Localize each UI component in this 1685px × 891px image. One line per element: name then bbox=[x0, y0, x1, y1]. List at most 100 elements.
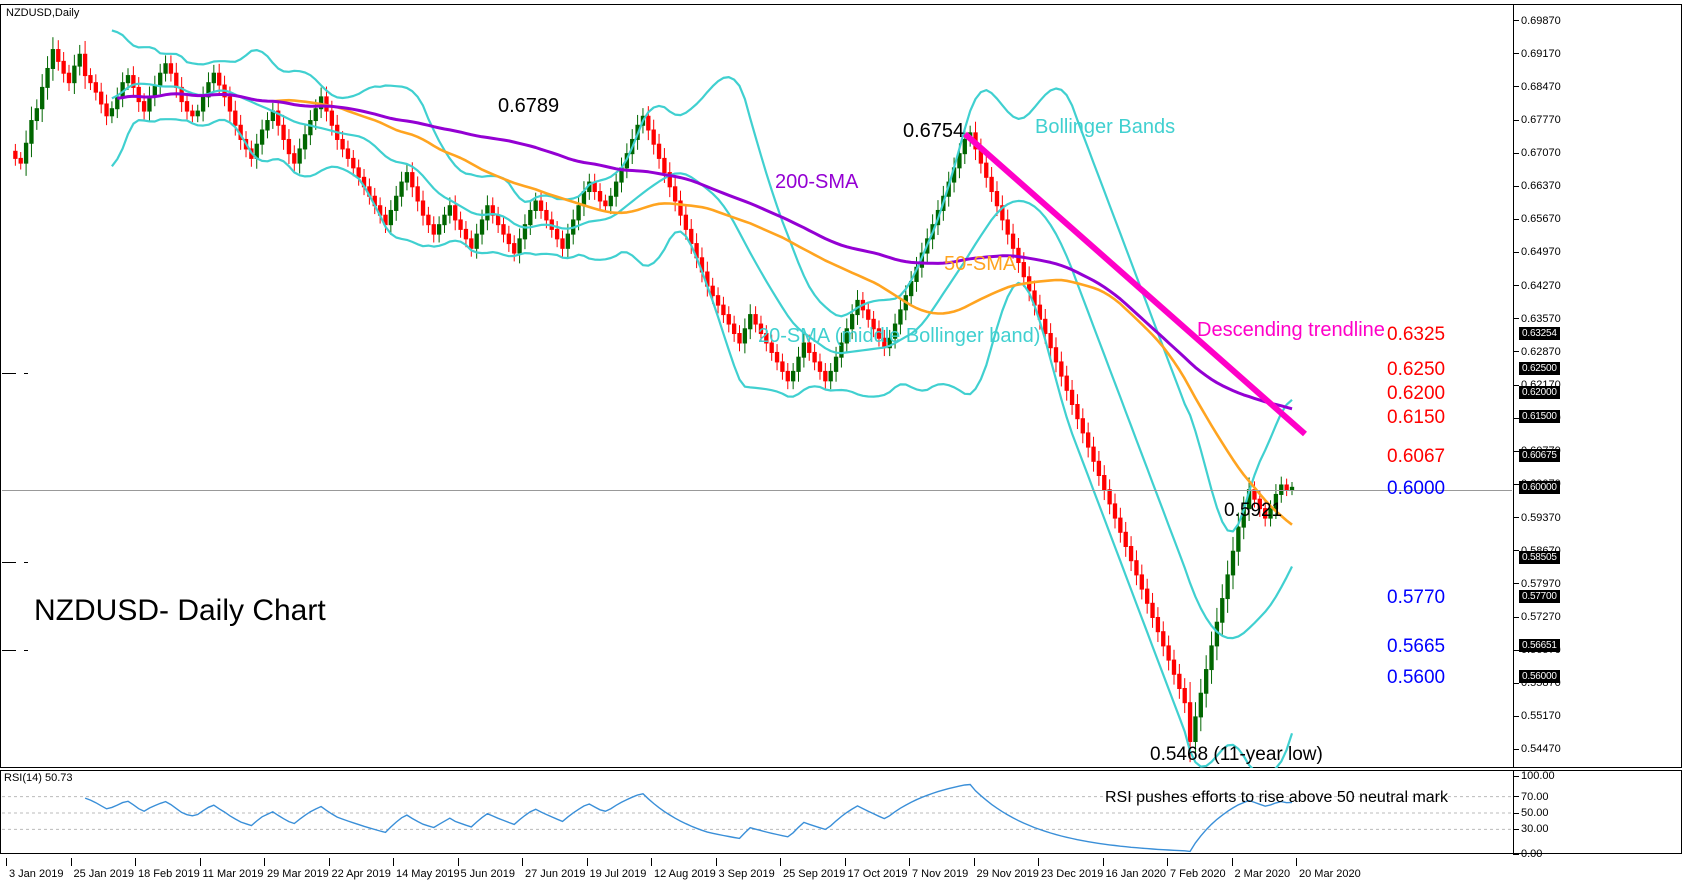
candle-body bbox=[1236, 526, 1241, 552]
candle-body bbox=[1166, 645, 1171, 661]
price-tick-label: 0.57970 bbox=[1513, 578, 1561, 590]
candle-body bbox=[710, 285, 715, 297]
annotation-20-sma: 20-SMA (middle Bollinger band) bbox=[758, 325, 1041, 347]
candle-body bbox=[72, 65, 77, 84]
candle-body bbox=[463, 228, 469, 240]
price-tick-label: 0.57270 bbox=[1513, 611, 1561, 623]
candle-body bbox=[490, 205, 495, 216]
level-line bbox=[2, 598, 1512, 601]
date-tick bbox=[1038, 858, 1039, 866]
annotation-50-sma: 50-SMA bbox=[944, 253, 1017, 275]
price-tag: 0.60675 bbox=[1519, 448, 1560, 462]
date-tick bbox=[1102, 858, 1104, 866]
candle-body bbox=[506, 233, 512, 245]
rsi-tick-label: 0.00 bbox=[1513, 848, 1542, 860]
candle-body bbox=[431, 224, 436, 235]
date-tick-label: 25 Jan 2019 bbox=[73, 868, 135, 880]
candle-body bbox=[646, 115, 651, 131]
price-plot-area[interactable]: 0.6789 0.6754 0.5921 0.5468 (11-year low… bbox=[2, 6, 1512, 768]
date-tick-label: 27 Jun 2019 bbox=[525, 868, 586, 880]
candle-body bbox=[141, 101, 147, 112]
price-tick-label: 0.62870 bbox=[1513, 346, 1561, 358]
date-tick bbox=[844, 858, 846, 866]
price-tick-label: 0.67770 bbox=[1513, 114, 1561, 126]
price-tick-label: 0.64970 bbox=[1513, 246, 1561, 258]
candle-body bbox=[721, 304, 726, 316]
candle-body bbox=[66, 72, 72, 84]
rsi-tick-label: 50.00 bbox=[1513, 807, 1549, 819]
candle-body bbox=[801, 342, 807, 358]
candle-body bbox=[206, 82, 211, 98]
annotation-rsi-note: RSI pushes efforts to rise above 50 neut… bbox=[1105, 789, 1448, 806]
level-label-05770: 0.5770 bbox=[1387, 586, 1446, 608]
level-line bbox=[2, 371, 1512, 374]
price-tick-label: 0.59370 bbox=[1513, 512, 1561, 524]
candle-body bbox=[839, 342, 844, 358]
candle-body bbox=[442, 214, 447, 226]
candle-body bbox=[678, 200, 683, 216]
candle-body bbox=[538, 200, 544, 211]
candle-body bbox=[1010, 233, 1016, 249]
candle-body bbox=[603, 200, 608, 207]
candle-body bbox=[404, 172, 410, 183]
date-tick-label: 29 Nov 2019 bbox=[976, 868, 1039, 880]
candle-body bbox=[651, 129, 656, 145]
level-label-06325: 0.6325 bbox=[1387, 323, 1446, 345]
price-tick-label: 0.66370 bbox=[1513, 180, 1561, 192]
candle-body bbox=[544, 209, 549, 221]
price-tag: 0.63254 bbox=[1519, 326, 1560, 340]
candle-body bbox=[125, 75, 131, 84]
rsi-tick-label: 70.00 bbox=[1513, 791, 1549, 803]
candle-body bbox=[774, 351, 780, 363]
candle-body bbox=[962, 138, 967, 155]
price-chart-panel[interactable]: 0.6789 0.6754 0.5921 0.5468 (11-year low… bbox=[0, 4, 1682, 768]
rsi-line bbox=[84, 783, 1293, 853]
descending-trendline bbox=[963, 131, 1307, 437]
date-tick bbox=[715, 858, 717, 866]
date-tick bbox=[909, 858, 910, 866]
candle-body bbox=[82, 53, 88, 77]
date-tick bbox=[1296, 858, 1297, 866]
candle-body bbox=[731, 323, 737, 335]
price-tick-label: 0.65670 bbox=[1513, 213, 1561, 225]
candle-body bbox=[1263, 508, 1268, 519]
rsi-axis[interactable]: 100.00 70.00 50.00 30.00 0.00 bbox=[1513, 770, 1685, 860]
candle-body bbox=[662, 157, 667, 174]
level-line bbox=[2, 335, 1512, 338]
candle-body bbox=[501, 224, 506, 235]
candle-body bbox=[672, 186, 678, 202]
date-tick bbox=[973, 858, 975, 866]
candle-body bbox=[340, 138, 345, 150]
candle-body bbox=[1059, 361, 1064, 377]
rsi-panel[interactable] bbox=[0, 770, 1682, 854]
date-tick-label: 16 Jan 2020 bbox=[1105, 868, 1167, 880]
date-axis[interactable]: 3 Jan 2019 25 Jan 2019 18 Feb 2019 11 Mar 2… bbox=[0, 856, 1685, 891]
candle-body bbox=[308, 120, 313, 136]
date-tick bbox=[1167, 858, 1168, 866]
candle-body bbox=[184, 101, 190, 112]
candle-body bbox=[1273, 493, 1279, 510]
date-tick bbox=[393, 858, 394, 866]
price-axis[interactable]: 0.69870 0.69170 0.68470 0.67770 0.67070 0.663… bbox=[1513, 4, 1685, 768]
candle-body bbox=[302, 134, 308, 150]
level-line bbox=[2, 648, 1512, 651]
candle-body bbox=[715, 295, 721, 306]
candle-body bbox=[168, 63, 174, 74]
level-line bbox=[2, 489, 1512, 492]
date-tick bbox=[6, 858, 7, 866]
date-tick bbox=[328, 858, 330, 866]
candle-body bbox=[1005, 219, 1010, 235]
candle-body bbox=[13, 150, 18, 159]
level-label-06067: 0.6067 bbox=[1387, 445, 1446, 467]
candle-body bbox=[292, 153, 297, 164]
level-line bbox=[2, 395, 1512, 398]
candle-body bbox=[1198, 692, 1203, 718]
rsi-plot-area[interactable] bbox=[2, 772, 1512, 854]
candle-body bbox=[40, 86, 45, 110]
candle-body bbox=[88, 75, 93, 84]
price-tag: 0.61500 bbox=[1519, 409, 1560, 423]
candle-body bbox=[217, 72, 222, 86]
candle-body bbox=[104, 103, 109, 117]
candle-body bbox=[136, 86, 141, 103]
price-tick-label: 0.69870 bbox=[1513, 15, 1561, 27]
